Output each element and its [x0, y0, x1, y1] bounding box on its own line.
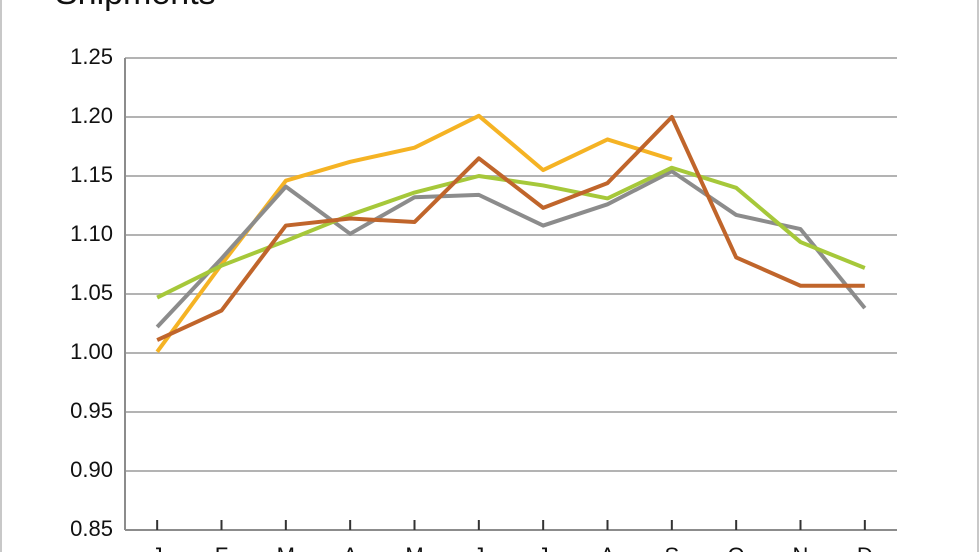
x-tick-label: J	[473, 543, 484, 552]
series-line	[155, 169, 867, 329]
y-tick-label: 0.85	[70, 516, 113, 541]
y-tick-label: 0.90	[70, 457, 113, 482]
x-tick-label: S	[664, 543, 679, 552]
x-tick-label: M	[405, 543, 423, 552]
y-tick-label: 1.15	[70, 162, 113, 187]
x-tick-label: A	[600, 543, 615, 552]
chart-title: Shipments	[55, 0, 216, 12]
y-tick-label: 0.95	[70, 398, 113, 423]
x-tick-label: D	[857, 543, 873, 552]
x-tick-label: J	[152, 543, 163, 552]
y-tick-label: 1.05	[70, 280, 113, 305]
series-line	[156, 115, 865, 342]
x-tick-label: M	[277, 543, 295, 552]
x-tick-label: A	[343, 543, 358, 552]
y-tick-label: 1.00	[70, 339, 113, 364]
x-tick-label: J	[538, 543, 549, 552]
x-tick-label: F	[215, 543, 228, 552]
y-tick-label: 1.20	[70, 103, 113, 128]
y-tick-label: 1.10	[70, 221, 113, 246]
series-line	[155, 113, 673, 354]
x-tick-label: N	[793, 543, 809, 552]
y-tick-label: 1.25	[70, 44, 113, 69]
x-tick-label: O	[728, 543, 745, 552]
series-line	[156, 165, 866, 300]
